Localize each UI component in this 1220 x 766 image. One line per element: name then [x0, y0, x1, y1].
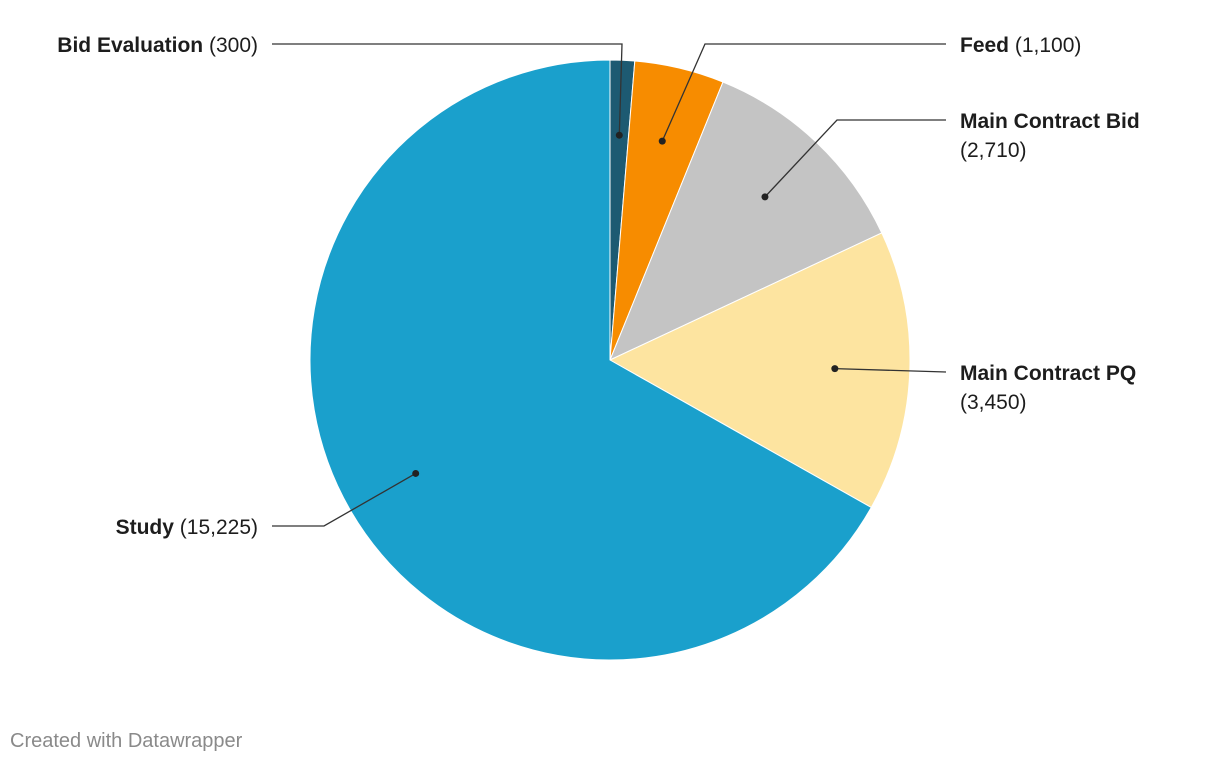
slice-label-main-contract-pq: Main Contract PQ (3,450) [960, 362, 1136, 414]
slice-label-value: (2,710) [960, 139, 1027, 162]
leader-line-feed [661, 43, 946, 142]
credit-text: Created with Datawrapper [10, 730, 243, 752]
slice-label-name: Main Contract Bid [960, 110, 1140, 133]
slice-label-name: Main Contract PQ [960, 362, 1136, 385]
leader-dot-bid-evaluation [615, 131, 623, 139]
slice-label-bid-evaluation: Bid Evaluation (300) [57, 34, 258, 57]
slice-labels: Bid Evaluation (300) Feed (1,100) Main Con… [57, 34, 1139, 539]
slice-label-main-contract-bid: Main Contract Bid (2,710) [960, 110, 1140, 162]
leader-line-main-contract-bid [764, 119, 946, 198]
slice-label-feed: Feed (1,100) [960, 34, 1081, 57]
leader-dot-main-contract-pq [831, 365, 839, 373]
slice-label-value: (3,450) [960, 391, 1027, 414]
slice-label-name: Feed [960, 34, 1009, 57]
leader-dot-feed [658, 137, 666, 145]
leader-line-main-contract-pq [834, 367, 947, 373]
slice-label-value: (15,225) [174, 516, 258, 539]
slice-label-value: (1,100) [1009, 34, 1081, 57]
slice-label-value: (300) [203, 34, 258, 57]
leader-dot-main-contract-bid [761, 193, 769, 201]
slice-label-study: Study (15,225) [116, 516, 258, 539]
leader-line-bid-evaluation [272, 43, 623, 136]
slice-label-name: Bid Evaluation [57, 34, 203, 57]
leader-dot-study [412, 469, 420, 477]
pie-slices [309, 59, 911, 661]
leader-lines [272, 43, 947, 527]
leader-line-study [272, 472, 417, 527]
slice-label-name: Study [116, 516, 175, 539]
